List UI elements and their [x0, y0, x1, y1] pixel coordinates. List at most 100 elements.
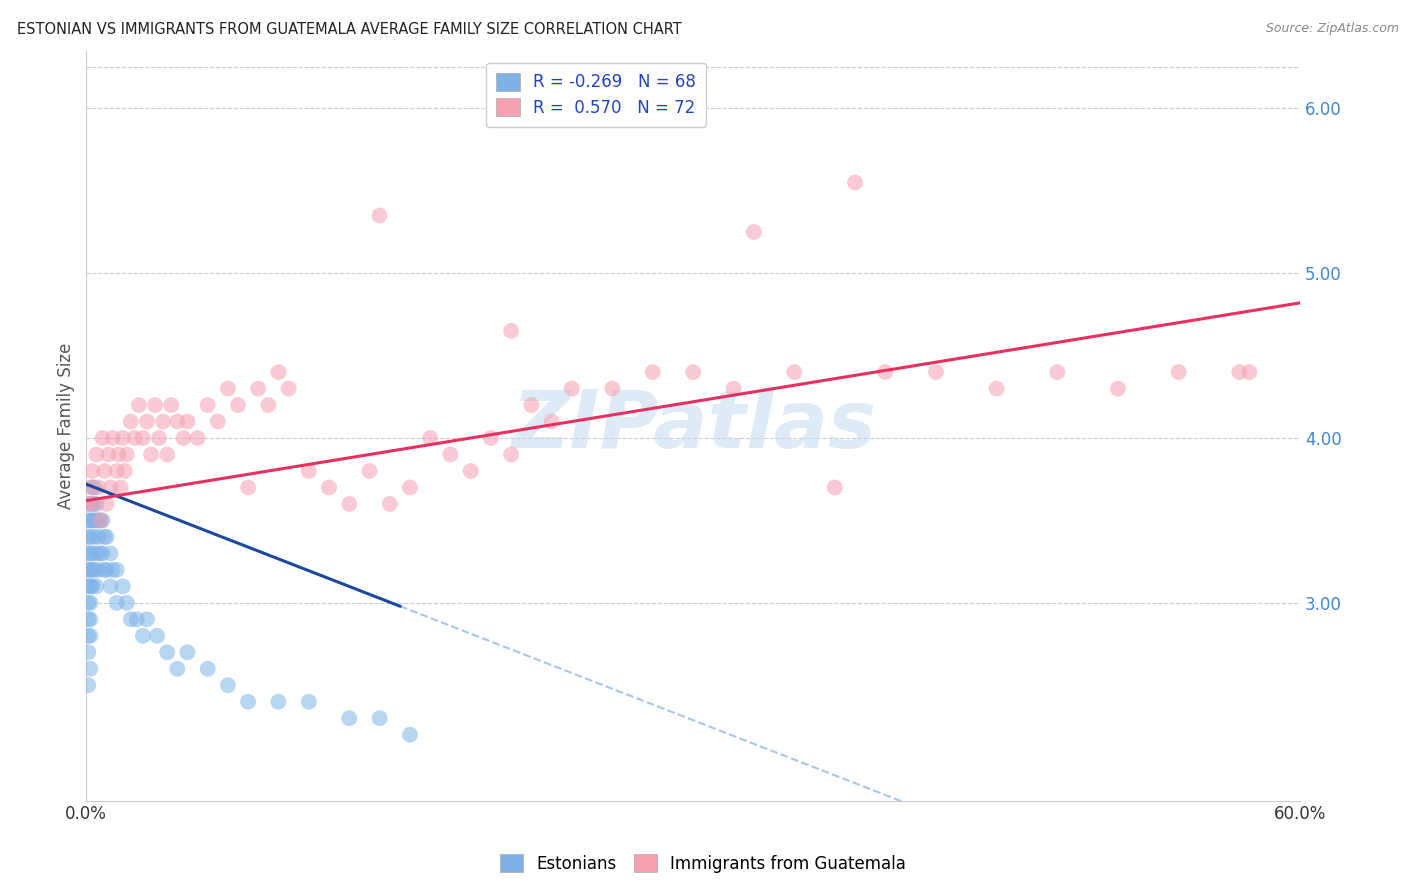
- Point: [132, 431, 155, 445]
- Point: [419, 431, 441, 445]
- Point: [1239, 365, 1261, 379]
- Point: [86, 579, 108, 593]
- Point: [197, 398, 219, 412]
- Point: [79, 497, 101, 511]
- Point: [79, 546, 101, 560]
- Point: [77, 612, 100, 626]
- Point: [79, 480, 101, 494]
- Point: [86, 546, 108, 560]
- Text: ZIPatlas: ZIPatlas: [510, 386, 876, 465]
- Point: [187, 431, 209, 445]
- Point: [197, 662, 219, 676]
- Point: [91, 431, 114, 445]
- Point: [600, 382, 623, 396]
- Point: [125, 612, 148, 626]
- Point: [83, 530, 105, 544]
- Point: [96, 530, 118, 544]
- Point: [267, 365, 290, 379]
- Point: [97, 448, 120, 462]
- Point: [1167, 365, 1189, 379]
- Point: [217, 382, 239, 396]
- Point: [742, 225, 765, 239]
- Legend: Estonians, Immigrants from Guatemala: Estonians, Immigrants from Guatemala: [494, 847, 912, 880]
- Point: [79, 579, 101, 593]
- Point: [146, 629, 169, 643]
- Point: [82, 513, 104, 527]
- Point: [79, 530, 101, 544]
- Point: [82, 546, 104, 560]
- Point: [89, 513, 111, 527]
- Point: [925, 365, 948, 379]
- Point: [101, 563, 124, 577]
- Point: [783, 365, 806, 379]
- Point: [115, 448, 138, 462]
- Point: [1046, 365, 1069, 379]
- Point: [501, 448, 523, 462]
- Point: [82, 464, 104, 478]
- Point: [378, 497, 401, 511]
- Point: [226, 398, 249, 412]
- Point: [277, 382, 299, 396]
- Point: [83, 480, 105, 494]
- Point: [128, 398, 150, 412]
- Point: [124, 431, 146, 445]
- Point: [540, 415, 562, 429]
- Point: [79, 612, 101, 626]
- Point: [83, 513, 105, 527]
- Point: [79, 596, 101, 610]
- Point: [93, 464, 115, 478]
- Point: [101, 431, 124, 445]
- Point: [111, 431, 134, 445]
- Point: [115, 596, 138, 610]
- Point: [77, 546, 100, 560]
- Point: [79, 662, 101, 676]
- Point: [82, 563, 104, 577]
- Point: [166, 662, 188, 676]
- Point: [82, 480, 104, 494]
- Point: [86, 448, 108, 462]
- Point: [337, 711, 360, 725]
- Point: [120, 612, 142, 626]
- Point: [77, 579, 100, 593]
- Point: [105, 464, 128, 478]
- Point: [298, 695, 321, 709]
- Point: [824, 480, 846, 494]
- Point: [318, 480, 340, 494]
- Point: [77, 497, 100, 511]
- Y-axis label: Average Family Size: Average Family Size: [58, 343, 75, 508]
- Point: [176, 645, 198, 659]
- Point: [236, 695, 259, 709]
- Point: [91, 546, 114, 560]
- Point: [89, 546, 111, 560]
- Point: [368, 209, 391, 223]
- Point: [172, 431, 194, 445]
- Point: [77, 563, 100, 577]
- Point: [844, 176, 866, 190]
- Point: [96, 497, 118, 511]
- Point: [120, 415, 142, 429]
- Point: [114, 464, 136, 478]
- Point: [87, 563, 110, 577]
- Point: [160, 398, 183, 412]
- Point: [399, 480, 422, 494]
- Point: [100, 546, 122, 560]
- Point: [89, 513, 111, 527]
- Point: [83, 563, 105, 577]
- Text: ESTONIAN VS IMMIGRANTS FROM GUATEMALA AVERAGE FAMILY SIZE CORRELATION CHART: ESTONIAN VS IMMIGRANTS FROM GUATEMALA AV…: [17, 22, 682, 37]
- Point: [136, 612, 159, 626]
- Point: [86, 497, 108, 511]
- Point: [82, 579, 104, 593]
- Point: [77, 530, 100, 544]
- Point: [723, 382, 745, 396]
- Point: [176, 415, 198, 429]
- Point: [501, 324, 523, 338]
- Point: [439, 448, 461, 462]
- Point: [87, 480, 110, 494]
- Point: [148, 431, 170, 445]
- Point: [156, 645, 179, 659]
- Point: [1107, 382, 1129, 396]
- Point: [79, 563, 101, 577]
- Point: [682, 365, 704, 379]
- Point: [139, 448, 162, 462]
- Point: [298, 464, 321, 478]
